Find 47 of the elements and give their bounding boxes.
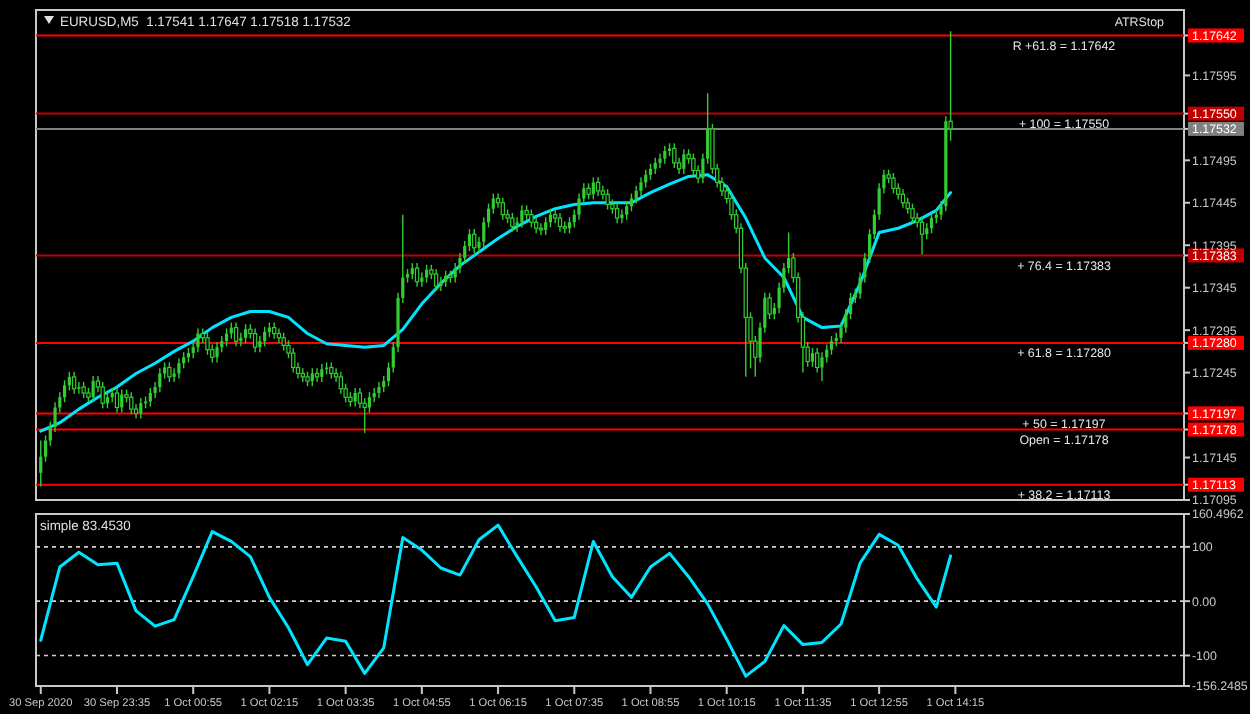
candlestick: [263, 326, 267, 347]
candlestick: [510, 212, 515, 233]
candlestick: [129, 391, 134, 415]
candlestick: [252, 327, 258, 353]
candlestick: [829, 335, 834, 356]
candlestick: [139, 397, 143, 420]
candlestick: [672, 142, 677, 169]
candlestick: [39, 439, 43, 488]
candlestick: [91, 375, 95, 404]
candlestick: [910, 202, 915, 224]
candlestick: [338, 371, 344, 395]
candlestick: [591, 176, 595, 201]
candlestick: [919, 216, 925, 256]
candlestick: [520, 204, 524, 229]
candlestick: [891, 172, 896, 195]
candlestick: [538, 222, 544, 236]
candlestick: [500, 196, 506, 221]
candlestick: [71, 371, 77, 395]
candlestick: [314, 367, 320, 383]
candlestick: [233, 321, 239, 347]
line-series: [39, 173, 953, 433]
candlestick: [167, 361, 172, 383]
candlestick: [605, 188, 610, 211]
candlestick: [595, 176, 601, 197]
candlestick: [639, 176, 643, 197]
candlestick: [158, 367, 162, 393]
candlestick: [114, 387, 120, 414]
candlestick: [815, 347, 820, 374]
candlestick: [682, 148, 686, 175]
candlestick: [215, 341, 219, 364]
candlestick: [557, 212, 563, 233]
candlestick: [196, 327, 200, 353]
candlestick: [205, 332, 210, 356]
candlestick: [243, 323, 248, 344]
candlestick: [433, 268, 439, 292]
candlestick: [620, 208, 624, 224]
candlestick: [810, 347, 815, 368]
line-series: [39, 523, 953, 678]
candlestick: [691, 152, 696, 177]
candlestick: [929, 212, 934, 235]
candlestick: [100, 381, 105, 409]
candlestick: [658, 152, 662, 169]
candlestick: [177, 357, 181, 380]
candlestick: [291, 347, 296, 374]
candlestick: [820, 351, 824, 382]
candlestick: [614, 202, 620, 224]
candlestick: [625, 200, 629, 221]
